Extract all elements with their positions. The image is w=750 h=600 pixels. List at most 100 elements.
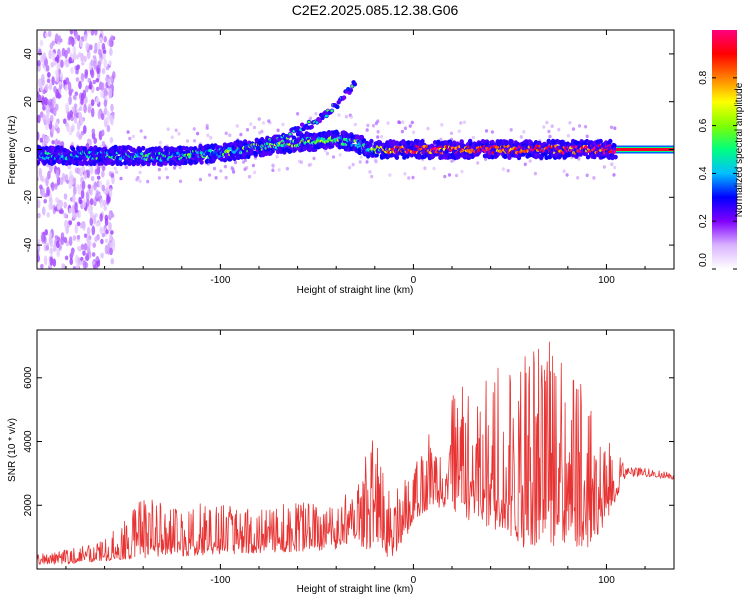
spectrogram-cell [100, 252, 104, 259]
spectrogram-cell [83, 243, 88, 251]
spectrogram-cell [54, 183, 58, 188]
spectrogram-cell [118, 161, 124, 167]
spectrogram-cell [46, 78, 51, 84]
spectrogram-cell [509, 139, 514, 144]
spectrogram-cell [72, 177, 77, 184]
colorbar-tick-label: 0.0 [698, 253, 709, 267]
spectrogram-x-tick-label: 0 [411, 275, 417, 286]
colorbar-label: Normalized spectral amplitude [734, 82, 745, 217]
spectrogram-cell [101, 170, 105, 178]
spectrogram-cell [548, 134, 552, 139]
spectrogram-cell [140, 152, 145, 156]
spectrogram-cell [97, 60, 101, 69]
spectrogram-cell [550, 124, 554, 128]
spectrogram-cell [110, 258, 115, 265]
spectrogram-cell [459, 121, 463, 125]
spectrogram-cell [53, 85, 57, 93]
spectrogram-cell [228, 133, 232, 137]
spectrogram-cell [100, 113, 105, 121]
spectrogram-cell [443, 174, 447, 179]
spectrogram-cell [71, 37, 75, 47]
spectrogram-cell [88, 138, 93, 146]
spectrogram-cell [78, 106, 83, 112]
spectrogram-cell [52, 96, 56, 107]
spectrogram-cell [87, 184, 92, 189]
spectrogram-cell [192, 127, 196, 131]
snr-x-tick-label: -100 [210, 575, 230, 586]
spectrogram-cell [185, 139, 190, 143]
spectrogram-cell [107, 78, 112, 87]
spectrogram-cell [359, 155, 363, 159]
spectrogram-cell [95, 189, 100, 199]
spectrogram-cell [76, 246, 81, 251]
spectrogram-cell [196, 131, 200, 136]
spectrogram-cell [93, 59, 97, 70]
spectrogram-cell [405, 153, 410, 159]
page-title: C2E2.2025.085.12.38.G06 [291, 2, 459, 18]
spectrogram-cell [74, 91, 79, 96]
spectrogram-cell [205, 126, 209, 130]
spectrogram-cell [88, 161, 94, 167]
spectrogram-cell [565, 173, 569, 177]
spectrogram-cell [74, 31, 79, 40]
spectrogram-cell [72, 215, 77, 220]
spectrogram-cell [115, 161, 120, 167]
spectrogram-cell [96, 175, 101, 180]
spectrogram-cell [348, 88, 354, 93]
spectrogram-cell [67, 81, 72, 92]
spectrogram-cell [52, 244, 57, 253]
spectrogram-cell [64, 255, 69, 261]
spectrogram-cell [74, 202, 78, 213]
spectrogram-cell [546, 139, 551, 145]
spectrogram-cell [192, 139, 197, 143]
snr-line [37, 341, 674, 565]
spectrogram-cell [407, 176, 411, 180]
spectrogram-cell [566, 133, 571, 138]
spectrogram-cell [51, 140, 55, 145]
spectrogram-cell [562, 169, 566, 173]
spectrogram-cell [348, 165, 352, 170]
spectrogram-cell [337, 113, 341, 117]
spectrogram-cell [82, 198, 86, 209]
spectrogram-cell [45, 176, 49, 187]
spectrogram-cell [108, 60, 112, 66]
spectrogram-cell [265, 142, 269, 146]
spectrogram-cell [95, 256, 100, 262]
spectrogram-cell [102, 199, 107, 207]
spectrogram-cell [45, 115, 49, 123]
spectrogram-cell [271, 163, 275, 167]
spectrogram-cell [285, 166, 289, 171]
spectrogram-cell [103, 205, 107, 211]
spectrogram-cell [519, 135, 523, 139]
spectrogram-cell [68, 236, 73, 247]
spectrogram-cell [224, 175, 228, 180]
spectrogram-cell [94, 42, 98, 52]
spectrogram-cell [40, 263, 44, 269]
spectrogram-cell [82, 89, 87, 99]
spectrogram-cell [110, 117, 114, 126]
spectrogram-cell [369, 138, 374, 144]
spectrogram-cell [37, 59, 41, 67]
spectrogram-cell [90, 99, 95, 107]
snr-panel: -100 0 100 2000 4000 6000 Height of straight … [7, 329, 675, 595]
spectrogram-cell [610, 162, 614, 166]
spectrogram-cell [55, 169, 60, 180]
spectrogram-cell [208, 173, 212, 177]
spectrogram-cell [47, 71, 51, 78]
spectrogram-cell [335, 104, 340, 110]
spectrogram-cell [99, 213, 103, 222]
spectrogram-cell [66, 123, 70, 132]
spectrogram-cell [44, 32, 49, 38]
spectrogram-cell [408, 124, 412, 128]
spectrogram-cell [503, 154, 508, 159]
spectrogram-cell [83, 36, 88, 42]
spectrogram-cell [80, 61, 85, 66]
spectrogram-cell [447, 173, 452, 177]
spectrogram-cell [41, 53, 45, 64]
spectrogram-cell [90, 107, 95, 118]
spectrogram-cell [41, 73, 45, 83]
spectrogram-cell [104, 76, 109, 82]
spectrogram-cell [83, 103, 87, 114]
spectrogram-cell [267, 119, 271, 123]
spectrogram-cell [288, 132, 292, 136]
